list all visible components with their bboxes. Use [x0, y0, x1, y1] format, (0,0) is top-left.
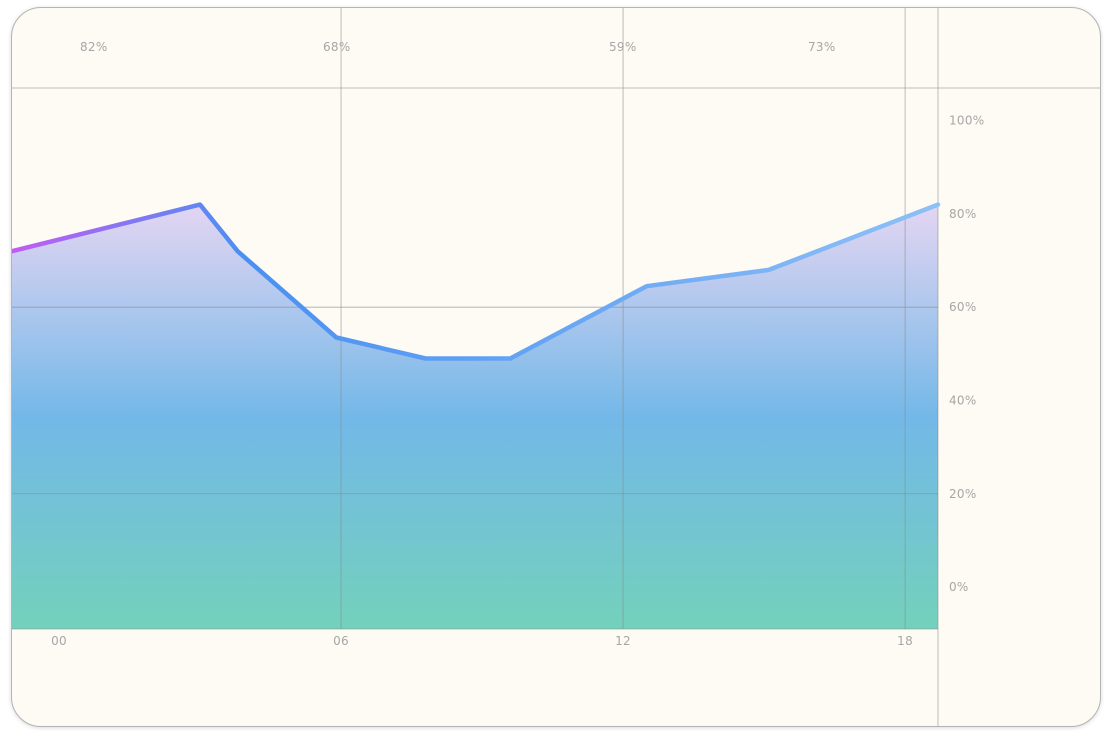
chart-labels: 100% 80% 60% 40% 20% 0% 00 06 12 18 82% 68% 59% 73%: [51, 40, 984, 648]
top-value-label: 68%: [323, 40, 351, 54]
gridlines: [12, 8, 1100, 726]
top-value-label: 73%: [808, 40, 836, 54]
x-tick-label: 18: [897, 634, 913, 648]
chart-card: 100% 80% 60% 40% 20% 0% 00 06 12 18 82% 68% 59% 73%: [11, 7, 1101, 727]
top-value-label: 82%: [80, 40, 108, 54]
x-tick-label: 06: [333, 634, 349, 648]
y-tick-label: 20%: [949, 487, 977, 501]
y-tick-label: 100%: [949, 114, 985, 128]
series-line: [12, 202, 941, 361]
y-tick-label: 0%: [949, 580, 969, 594]
x-tick-label: 00: [51, 634, 67, 648]
top-value-label: 59%: [609, 40, 637, 54]
y-tick-label: 80%: [949, 207, 977, 221]
area-chart: 100% 80% 60% 40% 20% 0% 00 06 12 18 82% 68% 59% 73%: [12, 8, 1100, 726]
area-fill: [12, 204, 938, 629]
y-tick-label: 60%: [949, 300, 977, 314]
x-tick-label: 12: [615, 634, 631, 648]
y-tick-label: 40%: [949, 393, 977, 407]
